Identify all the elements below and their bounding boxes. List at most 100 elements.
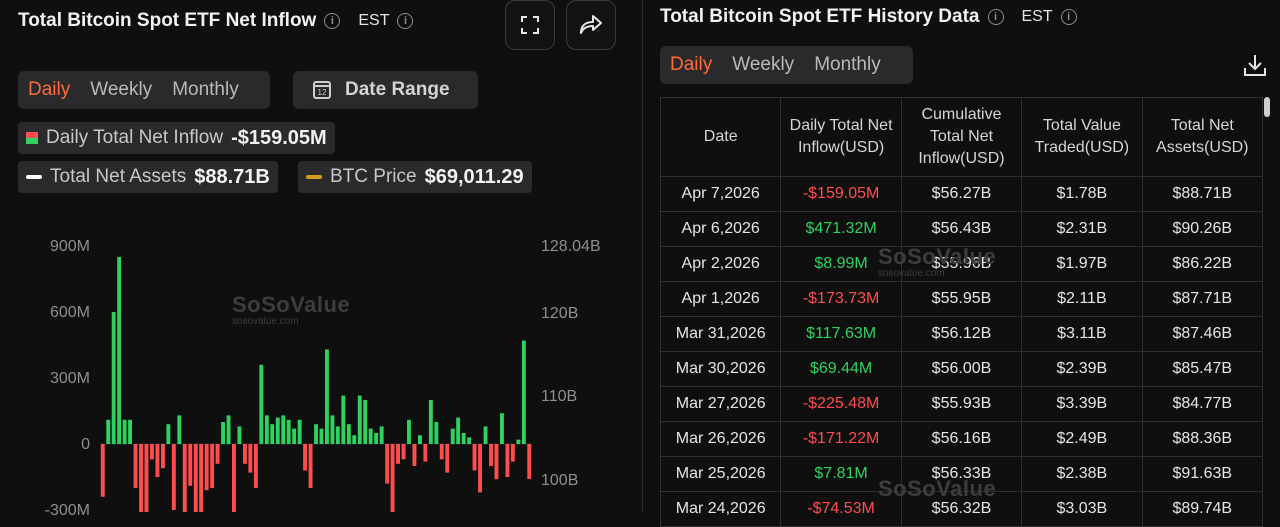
inflow-bar[interactable] bbox=[171, 444, 176, 510]
inflow-bar[interactable] bbox=[368, 428, 373, 444]
column-header-date[interactable]: Date bbox=[659, 97, 782, 177]
table-row[interactable]: Apr 1,2026 -$173.73M $55.95B $2.11B $87.71B bbox=[659, 281, 1264, 317]
inflow-bar[interactable] bbox=[385, 444, 390, 484]
timezone-info-icon[interactable]: i bbox=[1060, 9, 1077, 25]
inflow-bar[interactable] bbox=[374, 433, 379, 444]
date-range-button[interactable]: 12 Date Range bbox=[293, 71, 478, 109]
inflow-bar[interactable] bbox=[489, 444, 493, 466]
inflow-bar[interactable] bbox=[390, 444, 395, 512]
inflow-bar[interactable] bbox=[379, 426, 384, 444]
tab-daily[interactable]: Daily bbox=[28, 79, 71, 100]
inflow-bar[interactable] bbox=[221, 422, 225, 444]
inflow-bar[interactable] bbox=[516, 439, 521, 444]
inflow-bar[interactable] bbox=[461, 433, 466, 444]
inflow-bar[interactable] bbox=[467, 437, 472, 444]
inflow-bar[interactable] bbox=[428, 400, 433, 444]
inflow-bar[interactable] bbox=[166, 424, 171, 444]
inflow-bar[interactable] bbox=[412, 444, 417, 466]
inflow-bar[interactable] bbox=[325, 349, 329, 444]
inflow-bar[interactable] bbox=[150, 444, 154, 460]
inflow-bar[interactable] bbox=[330, 415, 335, 444]
inflow-bar[interactable] bbox=[248, 444, 253, 473]
inflow-bar[interactable] bbox=[308, 444, 313, 488]
inflow-bar[interactable] bbox=[314, 424, 318, 444]
column-header-value-traded[interactable]: Total Value Traded(USD) bbox=[1021, 97, 1143, 177]
inflow-bar[interactable] bbox=[286, 419, 291, 444]
inflow-bar[interactable] bbox=[215, 444, 220, 464]
inflow-bar[interactable] bbox=[423, 444, 428, 462]
inflow-bar[interactable] bbox=[155, 444, 160, 477]
table-row[interactable]: Apr 6,2026 $471.32M $56.43B $2.31B $90.26B bbox=[659, 211, 1264, 247]
inflow-bar[interactable] bbox=[193, 444, 198, 512]
inflow-bar[interactable] bbox=[111, 312, 116, 444]
table-row[interactable]: Mar 31,2026 $117.63M $56.12B $3.11B $87.46B bbox=[659, 316, 1264, 352]
legend-assets[interactable]: Total Net Assets $88.71B bbox=[18, 161, 278, 193]
inflow-bar[interactable] bbox=[303, 444, 307, 471]
tab-weekly[interactable]: Weekly bbox=[732, 54, 795, 75]
inflow-bar[interactable] bbox=[281, 415, 286, 444]
table-row[interactable]: Mar 27,2026 -$225.48M $55.93B $3.39B $84.77B bbox=[659, 386, 1264, 422]
inflow-bar[interactable] bbox=[253, 444, 258, 488]
legend-btc[interactable]: BTC Price $69,011.29 bbox=[298, 161, 532, 193]
inflow-bar[interactable] bbox=[204, 444, 209, 491]
inflow-bar[interactable] bbox=[505, 444, 510, 477]
inflow-bar[interactable] bbox=[407, 419, 411, 444]
inflow-bar[interactable] bbox=[472, 444, 477, 471]
inflow-bar[interactable] bbox=[363, 400, 368, 444]
inflow-bar[interactable] bbox=[439, 444, 444, 460]
info-icon[interactable]: i bbox=[324, 13, 341, 29]
inflow-bar[interactable] bbox=[483, 426, 488, 444]
column-header-daily-inflow[interactable]: Daily Total Net Inflow(USD) bbox=[780, 97, 902, 177]
inflow-bar[interactable] bbox=[335, 426, 340, 444]
tab-monthly[interactable]: Monthly bbox=[172, 79, 239, 100]
inflow-bar[interactable] bbox=[297, 419, 302, 444]
inflow-bar[interactable] bbox=[243, 444, 247, 464]
legend-inflow[interactable]: Daily Total Net Inflow -$159.05M bbox=[18, 122, 335, 154]
info-icon[interactable]: i bbox=[987, 9, 1004, 25]
inflow-bar[interactable] bbox=[275, 417, 280, 444]
timezone-info-icon[interactable]: i bbox=[397, 13, 414, 29]
column-header-net-assets[interactable]: Total Net Assets(USD) bbox=[1141, 97, 1264, 177]
download-icon[interactable] bbox=[1242, 52, 1268, 78]
inflow-bar[interactable] bbox=[100, 444, 105, 497]
inflow-bar[interactable] bbox=[418, 435, 422, 444]
inflow-bar[interactable] bbox=[478, 444, 482, 493]
inflow-bar[interactable] bbox=[237, 426, 242, 444]
inflow-bar[interactable] bbox=[128, 419, 132, 444]
inflow-bar[interactable] bbox=[319, 428, 324, 444]
inflow-bar[interactable] bbox=[352, 435, 357, 444]
inflow-bar[interactable] bbox=[527, 444, 532, 479]
table-row[interactable]: Mar 30,2026 $69.44M $56.00B $2.39B $85.47B bbox=[659, 351, 1264, 387]
inflow-bar[interactable] bbox=[346, 424, 351, 444]
fullscreen-button[interactable] bbox=[505, 0, 555, 50]
inflow-bar[interactable] bbox=[226, 415, 231, 444]
inflow-bar[interactable] bbox=[182, 444, 187, 512]
inflow-bar[interactable] bbox=[445, 444, 450, 473]
inflow-bar[interactable] bbox=[210, 444, 215, 488]
inflow-bar[interactable] bbox=[161, 444, 165, 469]
inflow-bar[interactable] bbox=[117, 257, 122, 444]
tab-daily[interactable]: Daily bbox=[670, 54, 713, 75]
inflow-bar[interactable] bbox=[396, 444, 400, 464]
inflow-bar[interactable] bbox=[270, 424, 275, 444]
inflow-bar[interactable] bbox=[401, 444, 406, 460]
inflow-bar[interactable] bbox=[292, 428, 297, 444]
inflow-bar[interactable] bbox=[341, 395, 346, 444]
inflow-bar[interactable] bbox=[106, 419, 111, 444]
inflow-bar[interactable] bbox=[188, 444, 193, 486]
inflow-bar[interactable] bbox=[259, 364, 264, 444]
inflow-bar[interactable] bbox=[199, 444, 204, 512]
inflow-bar[interactable] bbox=[510, 444, 515, 462]
inflow-bar[interactable] bbox=[144, 444, 149, 512]
inflow-bar[interactable] bbox=[434, 422, 439, 444]
table-scrollbar[interactable] bbox=[1264, 97, 1270, 117]
inflow-bar[interactable] bbox=[122, 419, 127, 444]
inflow-bar[interactable] bbox=[521, 340, 526, 444]
inflow-bar[interactable] bbox=[494, 444, 499, 480]
inflow-bar[interactable] bbox=[139, 444, 143, 512]
inflow-bar[interactable] bbox=[264, 415, 269, 444]
tab-monthly[interactable]: Monthly bbox=[814, 54, 881, 75]
inflow-bar[interactable] bbox=[133, 444, 138, 488]
column-header-cumulative-inflow[interactable]: Cumulative Total Net Inflow(USD) bbox=[900, 97, 1023, 177]
inflow-bar[interactable] bbox=[357, 395, 362, 444]
